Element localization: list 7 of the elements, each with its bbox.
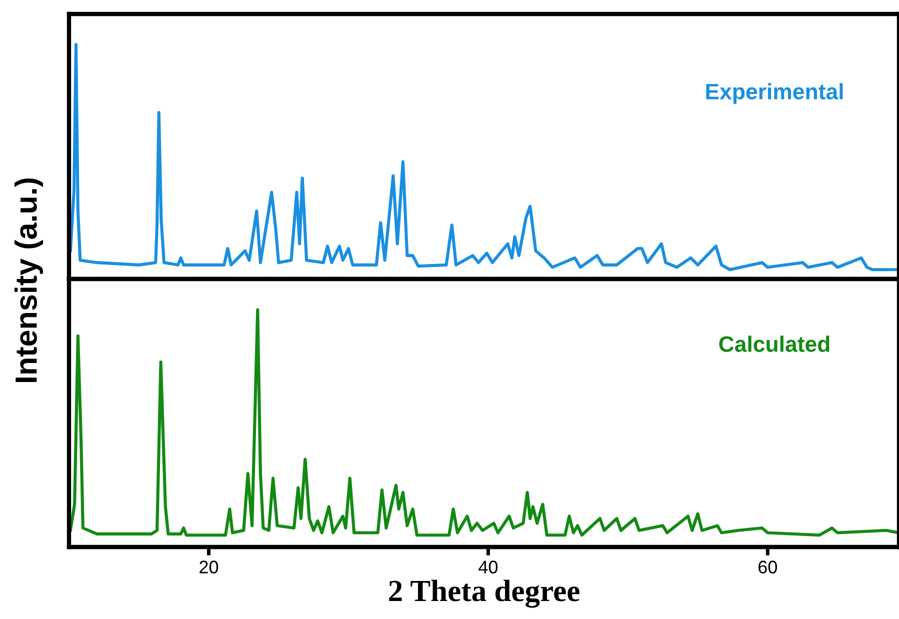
x-tick-label: 20 [200,560,218,574]
x-axis-title: 2 Theta degree [389,580,580,608]
text: Experimental [706,83,843,104]
x-tick-label: 40 [478,560,498,574]
y-axis-title: Intensity (a.u.) [14,178,44,382]
x-tick-label: 60 [758,560,777,574]
text: Calculated [719,336,830,352]
